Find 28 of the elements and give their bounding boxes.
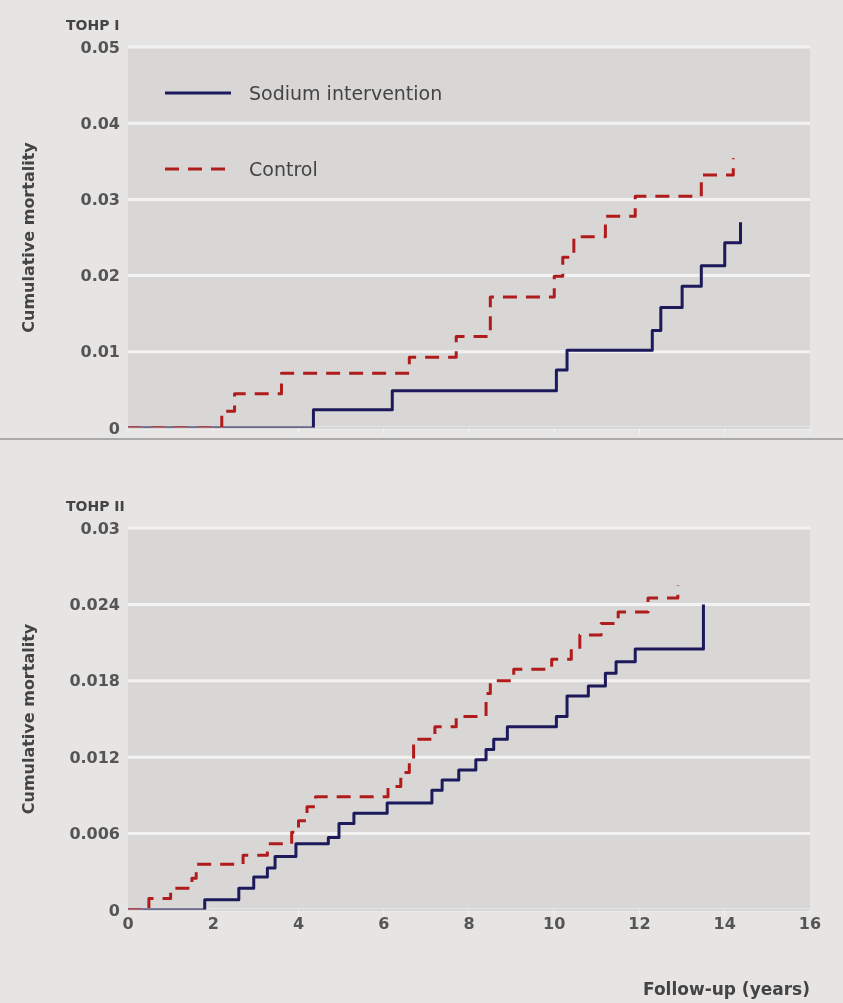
chart-title: TOHP I <box>66 17 120 33</box>
y-tick-label: 0.02 <box>80 266 120 286</box>
y-tick-label: 0.018 <box>69 671 120 691</box>
y-tick-label: 0.03 <box>80 190 120 210</box>
x-axis-title: Follow-up (years) <box>642 979 810 999</box>
legend-label: Sodium intervention <box>249 82 443 104</box>
y-tick-label: 0.05 <box>80 37 120 57</box>
x-tick-label: 12 <box>628 914 651 934</box>
y-axis-title: Cumulative mortality <box>18 623 38 815</box>
y-tick-label: 0.03 <box>80 518 120 538</box>
x-tick-label: 8 <box>463 914 475 934</box>
x-tick-label: 2 <box>207 914 219 934</box>
y-tick-label: 0 <box>108 900 120 920</box>
y-axis-title: Cumulative mortality <box>18 141 38 333</box>
y-tick-label: 0.04 <box>80 113 120 133</box>
y-tick-label: 0 <box>108 418 120 438</box>
y-tick-label: 0.024 <box>69 595 120 615</box>
x-tick-label: 0 <box>122 914 134 934</box>
x-tick-label: 14 <box>713 914 736 934</box>
x-tick-label: 4 <box>292 914 305 934</box>
x-tick-label: 16 <box>798 914 822 934</box>
y-tick-label: 0.01 <box>80 342 120 362</box>
y-tick-label: 0.006 <box>69 824 120 844</box>
y-tick-label: 0.012 <box>69 747 120 767</box>
legend-label: Control <box>249 158 318 180</box>
x-tick-label: 6 <box>378 914 390 934</box>
chart-title: TOHP II <box>66 498 125 514</box>
x-tick-label: 10 <box>543 914 566 934</box>
